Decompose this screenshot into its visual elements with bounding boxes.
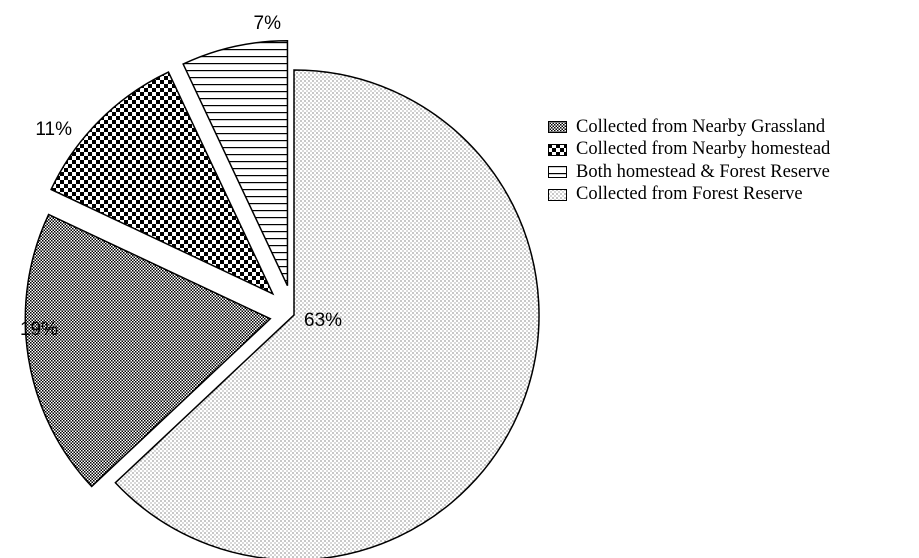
slice-percent-label: 19% [20, 319, 58, 340]
legend-item: Both homestead & Forest Reserve [548, 161, 830, 184]
legend-label: Collected from Forest Reserve [576, 184, 803, 205]
pie-labels: 63% 19% 11% 7% [20, 13, 342, 340]
legend-label: Collected from Nearby homestead [576, 139, 831, 160]
slice-percent-label: 11% [35, 119, 72, 140]
pie-slice-collected-from-nearby-grassland [24, 213, 272, 488]
slice-percent-label: 7% [254, 13, 282, 34]
legend-swatch [548, 121, 567, 134]
legend-label: Collected from Nearby Grassland [576, 116, 826, 137]
pie-slice-both-homestead-forest-reserve [182, 39, 289, 287]
legend-swatch [548, 188, 567, 201]
pie-slice-collected-from-nearby-homestead [50, 71, 275, 296]
slice-percent-label: 63% [304, 310, 342, 331]
legend-item: Collected from Nearby homestead [548, 139, 830, 162]
legend-item: Collected from Nearby Grassland [548, 116, 830, 139]
pie-slice-collected-from-forest-reserve [114, 69, 540, 558]
legend-item: Collected from Forest Reserve [548, 184, 830, 207]
pie-slices [24, 39, 540, 558]
legend-swatch [548, 143, 567, 156]
legend: Collected from Nearby Grassland Collected… [548, 116, 830, 206]
legend-swatch [548, 166, 567, 179]
legend-label: Both homestead & Forest Reserve [576, 161, 830, 182]
